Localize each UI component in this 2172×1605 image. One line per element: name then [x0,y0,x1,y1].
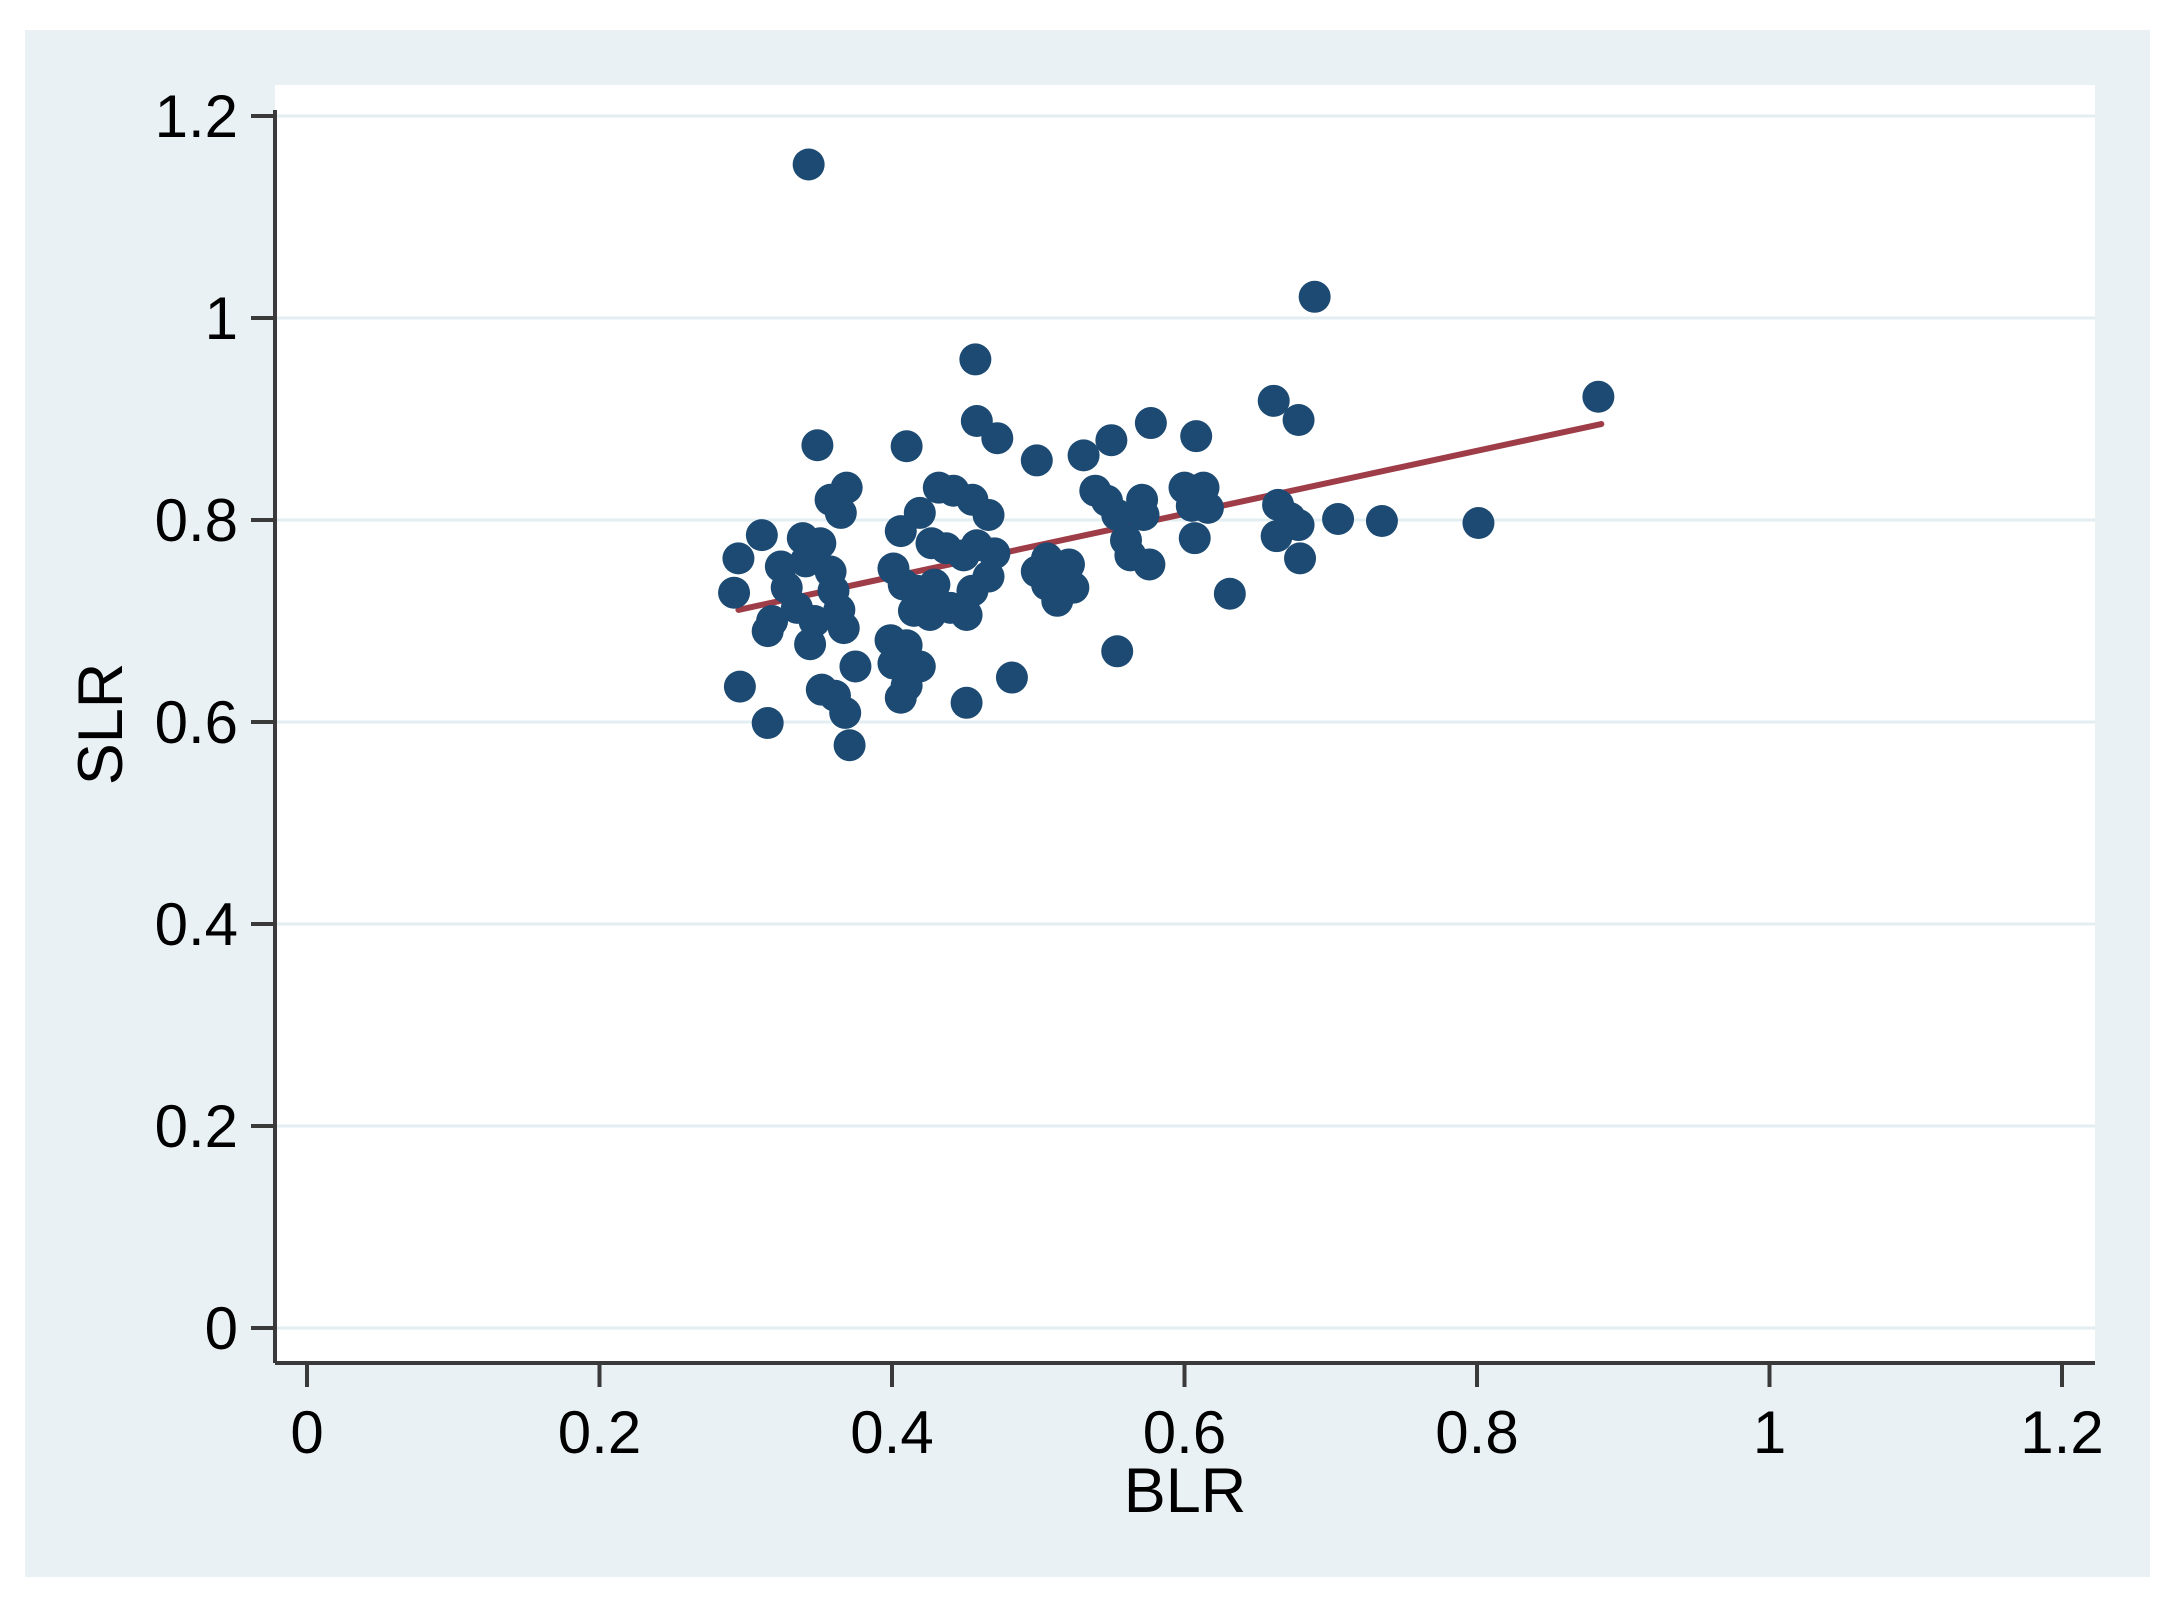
data-point [1067,439,1100,472]
y-tick-label: 0.4 [155,891,238,958]
x-tick-label: 1.2 [2020,1399,2103,1466]
data-point [960,405,993,438]
data-point [829,696,862,729]
data-point [890,430,923,463]
data-point [950,686,983,719]
data-point [1133,548,1166,581]
data-point [1282,509,1315,542]
data-point [1178,522,1211,555]
data-point [798,605,831,637]
data-point [789,545,822,578]
data-point [1257,384,1290,417]
data-point [1365,505,1398,538]
data-point [959,343,992,376]
data-point [972,560,1005,593]
data-point [918,568,951,601]
y-tick-label: 0.8 [155,487,238,554]
data-point [1101,498,1134,531]
axis-ticks [251,114,2064,1387]
x-tick-label: 1 [1753,1399,1786,1466]
data-point [751,615,784,648]
data-point [833,729,866,762]
axis-tick-labels: 0 0.2 0.4 0.6 0.8 1 1.2 0 0.2 0.4 0.6 0.8 1 1.2 [155,83,2104,1466]
data-point [792,148,825,181]
y-tick-label: 0.6 [155,689,238,756]
data-point [1127,498,1160,531]
data-point [1020,444,1053,477]
data-point [801,429,834,462]
x-tick-label: 0.2 [558,1399,641,1466]
x-tick-label: 0.8 [1435,1399,1518,1466]
data-point [1180,420,1213,453]
data-point [1095,424,1128,457]
data-point [718,576,751,609]
data-point [1298,280,1331,313]
data-point [1462,507,1495,540]
data-point [903,496,936,529]
data-point [972,498,1005,531]
data-point [723,670,756,703]
plot-area-background [275,85,2095,1363]
y-tick-label: 0 [205,1295,238,1362]
data-point [1284,542,1317,575]
data-point [1041,584,1074,617]
scatter-points [718,148,1615,762]
data-point [1322,502,1355,535]
y-tick-label: 1 [205,285,238,352]
data-point [824,496,857,529]
y-gridlines [275,114,2095,1330]
x-tick-label: 0 [290,1399,323,1466]
data-point [950,598,983,631]
data-point [1134,407,1167,440]
data-point [1213,577,1246,610]
y-tick-label: 0.2 [155,1093,238,1160]
data-point [839,650,872,683]
data-point [1582,380,1615,413]
data-point [1282,404,1315,437]
data-point [1191,491,1224,524]
x-axis-title: BLR [1124,1456,1247,1526]
y-tick-label: 1.2 [155,83,238,150]
data-point [745,519,778,552]
data-point [995,661,1028,694]
data-point [827,612,860,645]
data-point [1101,635,1134,668]
x-tick-label: 0.6 [1143,1399,1226,1466]
data-point [884,681,917,714]
data-point [751,707,784,740]
data-point [722,542,755,575]
x-tick-label: 0.4 [850,1399,933,1466]
y-axis-title: SLR [66,663,136,786]
